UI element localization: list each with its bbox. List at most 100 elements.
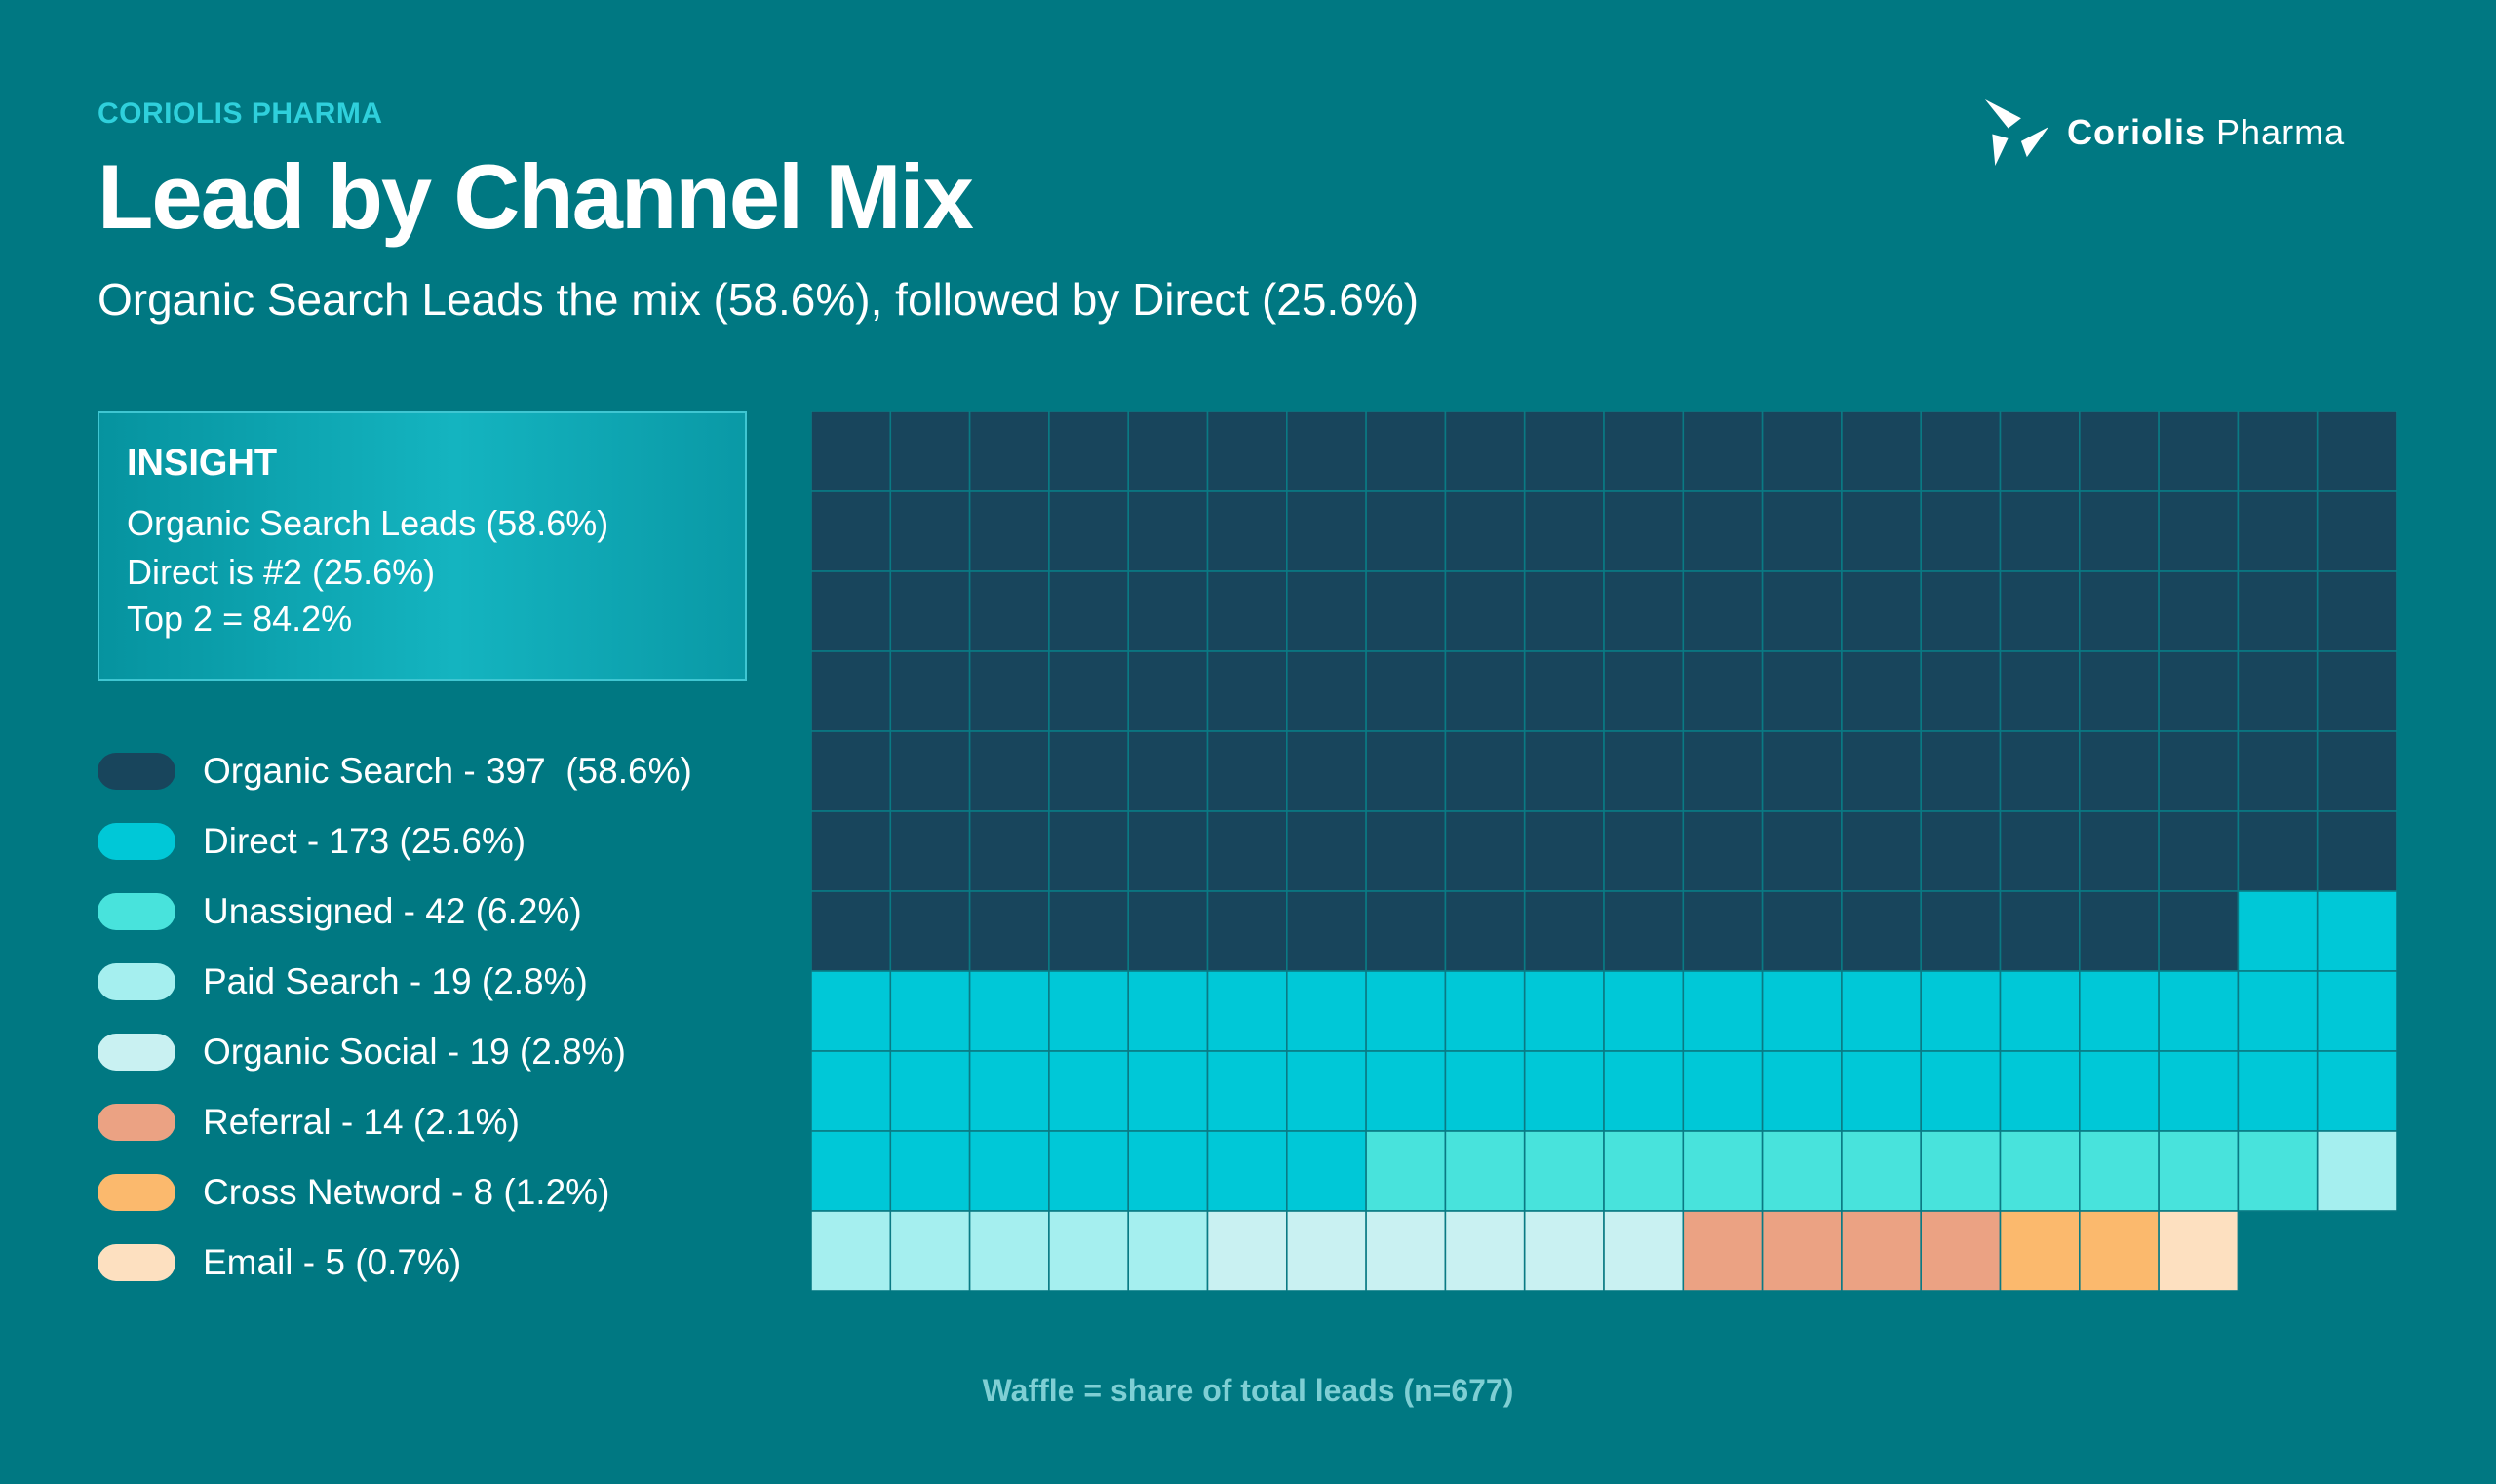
waffle-cell-organic-search	[1920, 890, 2002, 972]
waffle-cell-organic-search	[1603, 810, 1685, 892]
waffle-cell-organic-search	[1603, 570, 1685, 652]
waffle-cell-organic-search	[1127, 411, 1209, 492]
page-subtitle: Organic Search Leads the mix (58.6%), fo…	[98, 274, 1420, 325]
waffle-cell-direct	[2237, 890, 2319, 972]
waffle-cell-referral	[1920, 1210, 2002, 1291]
legend-item: Organic Search - 397 (58.6%)	[98, 736, 692, 806]
waffle-cell-direct	[2158, 1050, 2240, 1132]
waffle-cell-organic-search	[1285, 650, 1367, 732]
waffle-cell-organic-search	[2158, 730, 2240, 812]
waffle-cell-organic-search	[889, 570, 971, 652]
waffle-cell-organic-search	[2316, 650, 2397, 732]
waffle-cell-direct	[1444, 1050, 1526, 1132]
waffle-cell-organic-search	[1682, 730, 1764, 812]
waffle-cell-organic-search	[1206, 650, 1288, 732]
waffle-cell-direct	[2316, 890, 2397, 972]
legend-label: Email - 5 (0.7%)	[203, 1242, 462, 1282]
waffle-cell-organic-search	[1444, 650, 1526, 732]
waffle-cell-unassigned	[1761, 1130, 1843, 1212]
legend-label: Organic Social - 19 (2.8%)	[203, 1032, 626, 1072]
chart-legend: Organic Search - 397 (58.6%) Direct - 17…	[98, 736, 692, 1298]
waffle-cell-organic-search	[1048, 810, 1129, 892]
waffle-cell-organic-search	[1365, 890, 1447, 972]
waffle-cell-direct	[1999, 1050, 2081, 1132]
waffle-cell-unassigned	[2079, 1130, 2160, 1212]
waffle-cell-direct	[1285, 970, 1367, 1052]
waffle-cell-organic-search	[2079, 890, 2160, 972]
waffle-cell-organic-search	[1048, 890, 1129, 972]
waffle-cell-direct	[1603, 1050, 1685, 1132]
waffle-cell-organic-search	[1603, 490, 1685, 572]
waffle-cell-direct	[811, 1130, 892, 1212]
legend-item: Paid Search - 19 (2.8%)	[98, 947, 692, 1017]
waffle-cell-direct	[2316, 970, 2397, 1052]
waffle-cell-organic-search	[1523, 810, 1605, 892]
waffle-cell-organic-search	[1682, 411, 1764, 492]
waffle-cell-organic-social	[1523, 1210, 1605, 1291]
legend-swatch	[98, 893, 176, 930]
waffle-cell-referral	[1761, 1210, 1843, 1291]
waffle-cell-direct	[889, 970, 971, 1052]
waffle-cell-organic-search	[1206, 730, 1288, 812]
waffle-cell-organic-search	[1523, 411, 1605, 492]
legend-label: Organic Search - 397 (58.6%)	[203, 751, 692, 791]
waffle-cell-organic-search	[1127, 490, 1209, 572]
waffle-cell-organic-search	[1523, 730, 1605, 812]
waffle-cell-organic-search	[2237, 570, 2319, 652]
legend-item: Organic Social - 19 (2.8%)	[98, 1017, 692, 1087]
waffle-cell-direct	[1285, 1050, 1367, 1132]
waffle-cell-organic-search	[1841, 411, 1923, 492]
waffle-cell-organic-search	[1841, 650, 1923, 732]
insight-box: INSIGHT Organic Search Leads (58.6%) Dir…	[98, 411, 747, 681]
waffle-cell-organic-search	[2158, 810, 2240, 892]
waffle-cell-unassigned	[1841, 1130, 1923, 1212]
waffle-cell-organic-search	[1999, 810, 2081, 892]
waffle-cell-organic-search	[1206, 490, 1288, 572]
waffle-cell-organic-search	[2158, 490, 2240, 572]
waffle-cell-organic-search	[1920, 650, 2002, 732]
waffle-cell-organic-search	[1920, 411, 2002, 492]
waffle-cell-organic-social	[1444, 1210, 1526, 1291]
waffle-cell-organic-search	[1444, 411, 1526, 492]
waffle-cell-organic-search	[1048, 411, 1129, 492]
waffle-cell-direct	[2079, 1050, 2160, 1132]
waffle-cell-direct	[1761, 970, 1843, 1052]
legend-item: Unassigned - 42 (6.2%)	[98, 877, 692, 947]
waffle-cell-organic-search	[1127, 570, 1209, 652]
waffle-cell-direct	[1841, 970, 1923, 1052]
waffle-cell-organic-social	[1603, 1210, 1685, 1291]
waffle-cell-organic-search	[1920, 810, 2002, 892]
waffle-cell-direct	[2237, 970, 2319, 1052]
waffle-cell-organic-search	[1127, 730, 1209, 812]
waffle-cell-organic-search	[1920, 570, 2002, 652]
waffle-cell-organic-search	[2079, 570, 2160, 652]
waffle-cell-organic-search	[2316, 490, 2397, 572]
waffle-cell-direct	[1920, 970, 2002, 1052]
waffle-cell-organic-search	[2237, 650, 2319, 732]
waffle-cell-organic-search	[968, 411, 1050, 492]
eyebrow-label: CORIOLIS PHARMA	[98, 98, 383, 130]
legend-item: Referral - 14 (2.1%)	[98, 1087, 692, 1157]
waffle-cell-unassigned	[2158, 1130, 2240, 1212]
waffle-cell-organic-search	[1761, 730, 1843, 812]
waffle-cell-paid-search	[2316, 1130, 2397, 1212]
waffle-cell-direct	[1365, 970, 1447, 1052]
waffle-cell-direct	[811, 1050, 892, 1132]
waffle-cell-direct	[2237, 1050, 2319, 1132]
waffle-cell-paid-search	[889, 1210, 971, 1291]
waffle-cell-organic-search	[968, 730, 1050, 812]
waffle-cell-organic-search	[1285, 411, 1367, 492]
waffle-cell-organic-social	[1285, 1210, 1367, 1291]
waffle-cell-direct	[1682, 970, 1764, 1052]
waffle-cell-organic-search	[889, 650, 971, 732]
waffle-cell-organic-search	[1206, 411, 1288, 492]
waffle-cell-organic-search	[2079, 650, 2160, 732]
legend-label: Direct - 173 (25.6%)	[203, 821, 526, 861]
waffle-cell-organic-search	[2237, 810, 2319, 892]
chart-footnote: Waffle = share of total leads (n=677)	[982, 1373, 1514, 1408]
waffle-cell-organic-search	[811, 890, 892, 972]
waffle-cell-direct	[1285, 1130, 1367, 1212]
waffle-cell-organic-social	[1365, 1210, 1447, 1291]
waffle-cell-organic-search	[2079, 810, 2160, 892]
waffle-cell-organic-search	[1048, 490, 1129, 572]
